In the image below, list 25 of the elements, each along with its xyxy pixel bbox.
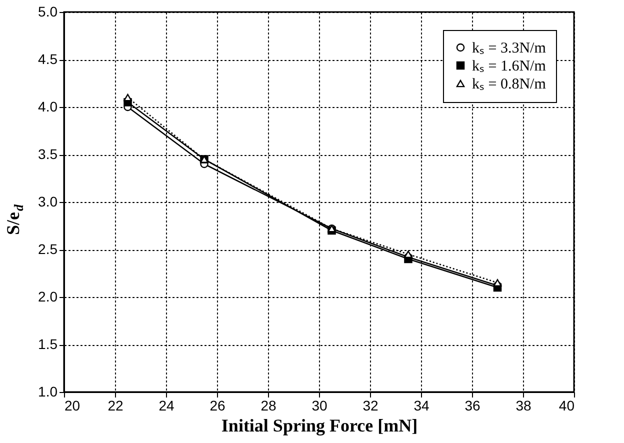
x-tick-label: 40 [558, 398, 575, 414]
x-tick-label: 34 [414, 398, 430, 414]
legend-label: kₛ = 3.3N/m [472, 40, 546, 56]
y-axis-title: S/ed [3, 204, 26, 236]
y-tick-label: 4.0 [38, 98, 58, 114]
x-tick-label: 20 [64, 398, 80, 414]
legend-label: kₛ = 1.6N/m [472, 58, 546, 74]
y-tick-label: 3.0 [38, 194, 58, 210]
y-tick-label: 2.5 [38, 241, 58, 257]
y-tick-label: 3.5 [38, 146, 58, 162]
x-tick-label: 30 [312, 398, 328, 414]
x-tick-label: 24 [158, 398, 174, 414]
x-tick-label: 22 [108, 398, 124, 414]
y-tick-label: 1.5 [38, 336, 58, 352]
x-axis-title: Initial Spring Force [mN] [221, 416, 418, 436]
y-tick-label: 2.0 [38, 288, 58, 304]
y-tick-label: 4.5 [38, 51, 58, 67]
x-tick-label: 36 [464, 398, 480, 414]
x-tick-label: 38 [516, 398, 532, 414]
x-tick-label: 28 [260, 398, 276, 414]
x-tick-label: 32 [362, 398, 378, 414]
y-tick-label: 1.0 [38, 384, 58, 400]
y-tick-label: 5.0 [38, 4, 58, 20]
legend-label: kₛ = 0.8N/m [472, 76, 546, 92]
x-tick-label: 26 [210, 398, 226, 414]
